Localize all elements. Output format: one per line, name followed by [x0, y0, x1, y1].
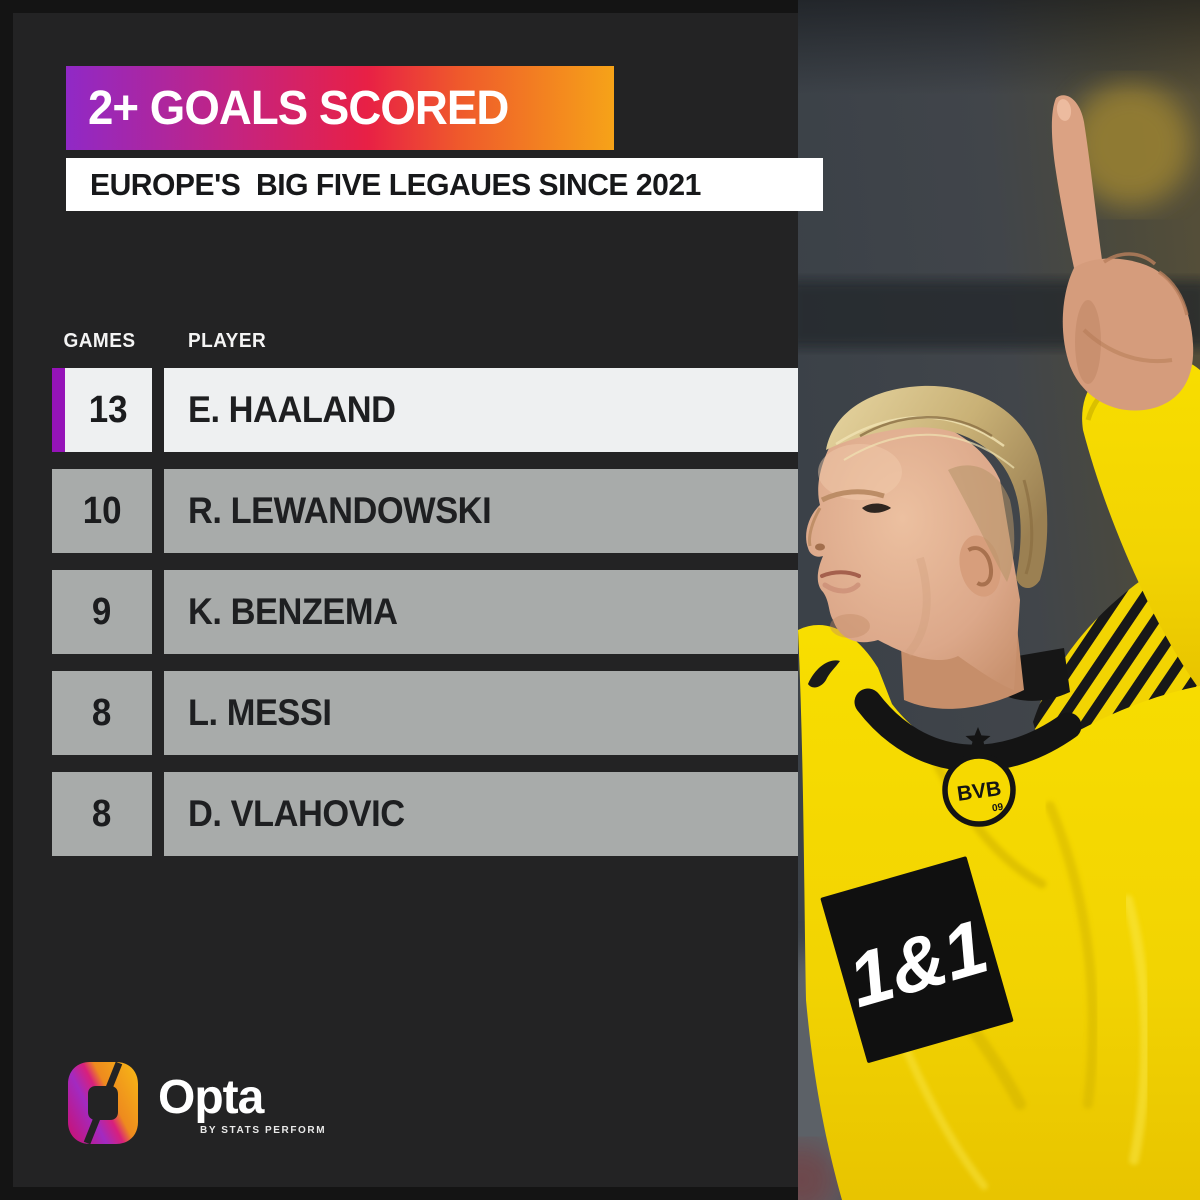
games-value: 8: [92, 792, 112, 835]
haaland-figure: BVB 09 1&1: [798, 0, 1200, 1200]
table-row: 13 E. HAALAND: [52, 368, 798, 452]
title-banner: 2+ GOALS SCORED: [66, 66, 614, 150]
column-header-games: GAMES: [63, 330, 136, 352]
top-vignette: [798, 0, 1200, 95]
games-value: 13: [89, 388, 128, 431]
brand-footer: Opta BY STATS PERFORM: [66, 1060, 326, 1146]
table-row: 8 L. MESSI: [52, 671, 798, 755]
games-cell: 8: [52, 772, 152, 856]
player-cell: E. HAALAND: [164, 368, 798, 452]
table-row: 8 D. VLAHOVIC: [52, 772, 798, 856]
games-value: 8: [92, 691, 112, 734]
badge-year: 09: [991, 802, 1004, 815]
games-cell: 10: [52, 469, 152, 553]
player-cell: L. MESSI: [164, 671, 798, 755]
opta-logo-icon: [68, 1061, 138, 1145]
table-column-headers: GAMES PLAYER: [52, 330, 270, 353]
forearm-sleeve: [1082, 355, 1200, 690]
subtitle-banner: EUROPE'S BIG FIVE LEGAUES SINCE 2021: [66, 158, 823, 211]
player-name: L. MESSI: [188, 692, 332, 733]
games-cell: 9: [52, 570, 152, 654]
stats-table: 13 E. HAALAND 10 R. LEWANDOWSKI 9 K. BEN…: [52, 368, 798, 873]
champion-star-icon: [965, 727, 991, 751]
games-value: 9: [92, 590, 112, 633]
player-name: E. HAALAND: [188, 389, 396, 430]
bokeh-light: [1068, 83, 1192, 207]
player-cell: K. BENZEMA: [164, 570, 798, 654]
hair: [826, 385, 1048, 589]
puma-logo: [808, 660, 840, 688]
player-name: D. VLAHOVIC: [188, 793, 405, 834]
brand-name: Opta: [158, 1071, 264, 1124]
bvb-badge: BVB 09: [942, 727, 1016, 827]
page-subtitle: EUROPE'S BIG FIVE LEGAUES SINCE 2021: [90, 166, 701, 202]
games-value: 10: [82, 489, 122, 532]
player-photo: BVB 09 1&1: [798, 0, 1200, 1200]
brand-text-block: Opta BY STATS PERFORM: [158, 1071, 327, 1137]
page-title: 2+ GOALS SCORED: [88, 81, 509, 135]
table-row: 10 R. LEWANDOWSKI: [52, 469, 798, 553]
crowd-blur-red: [798, 1144, 838, 1200]
highlight-accent-bar: [52, 368, 65, 452]
player-cell: D. VLAHOVIC: [164, 772, 798, 856]
games-cell: 13: [65, 368, 152, 452]
player-name: R. LEWANDOWSKI: [188, 490, 492, 531]
games-cell: 8: [52, 671, 152, 755]
pointing-hand: [1051, 95, 1194, 411]
player-name: K. BENZEMA: [188, 591, 398, 632]
sponsor-patch: 1&1: [820, 856, 1014, 1063]
column-header-player: PLAYER: [188, 330, 267, 352]
brand-tagline: BY STATS PERFORM: [200, 1125, 327, 1136]
player-cell: R. LEWANDOWSKI: [164, 469, 798, 553]
table-row: 9 K. BENZEMA: [52, 570, 798, 654]
